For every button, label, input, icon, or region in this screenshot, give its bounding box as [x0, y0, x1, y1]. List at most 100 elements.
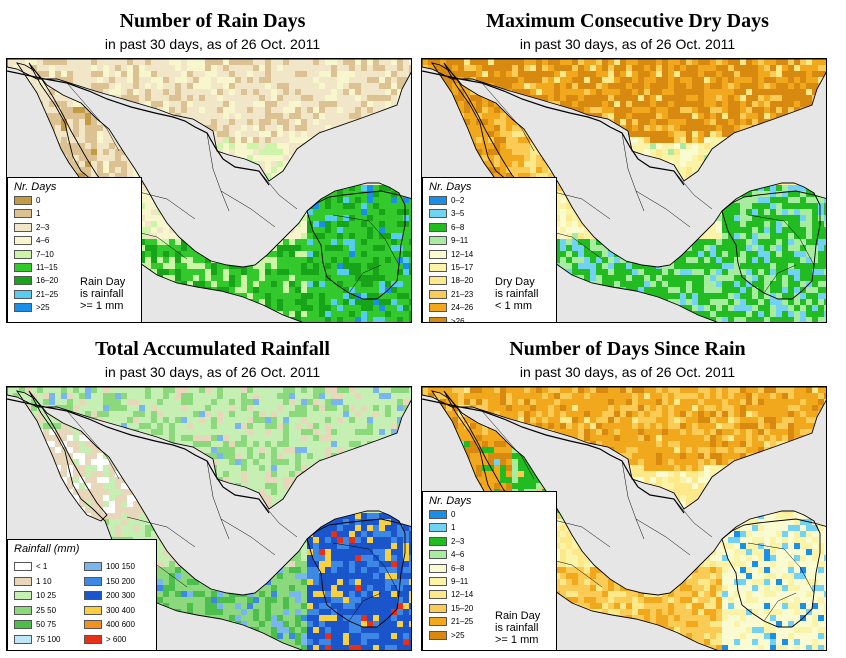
map-cell [470, 65, 476, 71]
map-cell [349, 263, 355, 269]
map-cell [343, 227, 349, 233]
map-cell [139, 203, 145, 209]
map-cell [127, 113, 133, 119]
map-cell [139, 155, 145, 161]
map-cell [656, 173, 662, 179]
map-cell [650, 119, 656, 125]
map-cell [506, 173, 512, 179]
map-cell [692, 89, 698, 95]
map-cell [301, 59, 307, 65]
map-cell [289, 293, 295, 299]
map-cell [289, 245, 295, 251]
map-cell [644, 125, 650, 131]
map-cell [295, 161, 301, 167]
map-cell [806, 119, 812, 125]
map-cell [373, 257, 379, 263]
map-cell [818, 95, 824, 101]
map-cell [692, 137, 698, 143]
state-boundary [258, 170, 298, 210]
map-cell [470, 95, 476, 101]
map-cell [391, 125, 397, 131]
map-cell [187, 131, 193, 137]
map-cell [590, 65, 596, 71]
map-cell [812, 131, 818, 137]
map-cell [391, 269, 397, 275]
map-cell [698, 203, 704, 209]
map-cell [686, 203, 692, 209]
map-cell [223, 113, 229, 119]
map-cell [776, 83, 782, 89]
map-cell [361, 83, 367, 89]
map-cell [283, 317, 289, 322]
map-cell [367, 173, 373, 179]
map-cell [163, 137, 169, 143]
map-cell [307, 173, 313, 179]
map-cell [289, 185, 295, 191]
map-cell [740, 203, 746, 209]
map-cell [37, 125, 43, 131]
map-cell [187, 149, 193, 155]
map-cell [265, 317, 271, 322]
map-cell [289, 107, 295, 113]
map-cell [337, 299, 343, 305]
map-cell [319, 77, 325, 83]
map-cell [662, 119, 668, 125]
map-cell [349, 317, 355, 322]
map-cell [169, 209, 175, 215]
map-cell [307, 113, 313, 119]
map-cell [794, 191, 800, 197]
map-cell [205, 65, 211, 71]
map-cell [560, 89, 566, 95]
map-cell [169, 179, 175, 185]
map-cell [566, 95, 572, 101]
map-cell [139, 137, 145, 143]
map-cell [668, 125, 674, 131]
map-cell [758, 101, 764, 107]
map-cell [734, 137, 740, 143]
map-cell [13, 143, 19, 149]
map-cell [644, 149, 650, 155]
map-cell [776, 203, 782, 209]
map-cell [824, 125, 826, 131]
map-cell [500, 149, 506, 155]
map-cell [728, 71, 734, 77]
map-cell [434, 77, 440, 83]
map-cell [800, 131, 806, 137]
map-cell [758, 119, 764, 125]
map-cell [67, 119, 73, 125]
map-cell [319, 245, 325, 251]
map-cell [79, 89, 85, 95]
map-cell [235, 281, 241, 287]
map-cell [355, 95, 361, 101]
map-cell [67, 131, 73, 137]
map-cell [367, 89, 373, 95]
map-cell [596, 101, 602, 107]
map-cell [169, 239, 175, 245]
map-cell [331, 191, 337, 197]
map-cell [397, 125, 403, 131]
map-cell [277, 245, 283, 251]
map-cell [259, 275, 265, 281]
map-cell [770, 77, 776, 83]
map-cell [43, 143, 49, 149]
map-cell [307, 275, 313, 281]
map-cell [554, 155, 560, 161]
map-cell [223, 287, 229, 293]
map-cell [247, 185, 253, 191]
map-cell [289, 263, 295, 269]
map-cell [229, 83, 235, 89]
map-cell [193, 191, 199, 197]
map-cell [578, 89, 584, 95]
map-cell [325, 89, 331, 95]
map-cell [464, 143, 470, 149]
map-cell [223, 281, 229, 287]
map-cell [163, 233, 169, 239]
map-cell [289, 203, 295, 209]
map-cell [307, 149, 313, 155]
map-cell [319, 281, 325, 287]
map-cell [572, 173, 578, 179]
map-cell [403, 233, 409, 239]
map-cell [295, 101, 301, 107]
map-cell [133, 95, 139, 101]
map-cell [409, 287, 411, 293]
